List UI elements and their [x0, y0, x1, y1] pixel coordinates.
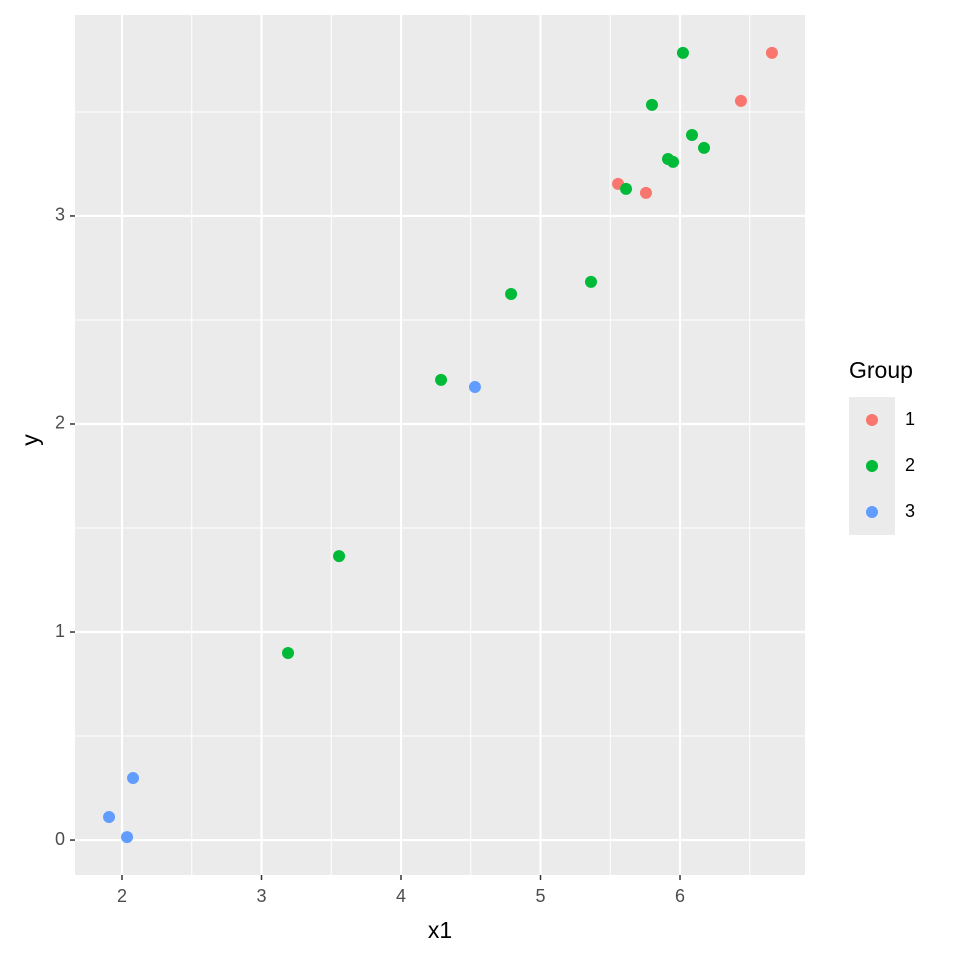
panel	[75, 15, 805, 875]
point	[667, 155, 680, 168]
x-tick-label: 2	[117, 886, 127, 906]
point	[676, 46, 689, 59]
point	[121, 831, 134, 844]
point	[585, 275, 598, 288]
point	[468, 380, 481, 393]
point	[505, 287, 518, 300]
point	[686, 129, 699, 142]
point	[765, 46, 778, 59]
point	[333, 550, 346, 563]
point	[435, 373, 448, 386]
legend-key	[866, 414, 878, 426]
point	[734, 94, 747, 107]
legend-title: Group	[849, 357, 913, 383]
legend-label: 3	[905, 501, 915, 521]
x-axis-title: x1	[428, 917, 452, 943]
y-tick-label: 2	[55, 413, 65, 433]
point	[698, 141, 711, 154]
legend-key	[866, 506, 878, 518]
point	[127, 772, 140, 785]
x-tick-label: 4	[396, 886, 406, 906]
y-tick-label: 1	[55, 621, 65, 641]
point	[620, 182, 633, 195]
x-tick-label: 3	[257, 886, 267, 906]
legend-label: 2	[905, 455, 915, 475]
legend-label: 1	[905, 409, 915, 429]
y-tick-label: 0	[55, 829, 65, 849]
legend-key	[866, 460, 878, 472]
y-tick-label: 3	[55, 205, 65, 225]
x-tick-label: 5	[536, 886, 546, 906]
point	[645, 98, 658, 111]
point	[639, 186, 652, 199]
y-axis-title: y	[17, 434, 43, 446]
x-tick-label: 6	[675, 886, 685, 906]
point	[103, 810, 116, 823]
point	[282, 647, 295, 660]
